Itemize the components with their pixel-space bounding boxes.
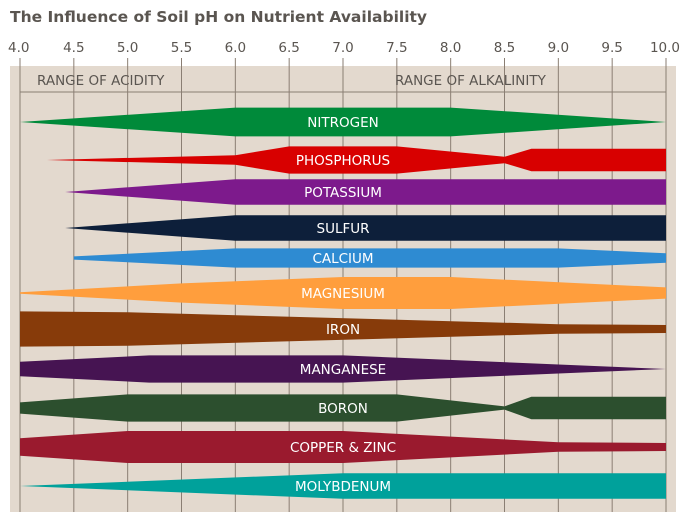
band-label: IRON xyxy=(326,322,360,338)
x-tick-label: 8.5 xyxy=(494,40,515,56)
x-tick-label: 7.5 xyxy=(386,40,407,56)
band-nitrogen xyxy=(20,107,666,137)
x-tick-label: 5.0 xyxy=(117,40,138,56)
x-tick-label: 4.5 xyxy=(63,40,84,56)
band-molybdenum xyxy=(20,473,666,499)
x-tick-label: 6.0 xyxy=(225,40,246,56)
band-label: MANGANESE xyxy=(300,362,386,378)
band-potassium xyxy=(65,179,667,205)
x-tick-label: 6.5 xyxy=(278,40,299,56)
band-label: MAGNESIUM xyxy=(301,286,385,302)
x-tick-label: 7.0 xyxy=(332,40,353,56)
band-magnesium xyxy=(20,277,666,309)
band-label: MOLYBDENUM xyxy=(295,479,391,495)
band-calcium xyxy=(73,248,667,268)
band-label: BORON xyxy=(318,401,368,417)
band-label: POTASSIUM xyxy=(304,185,382,201)
range-of-acidity-label: RANGE OF ACIDITY xyxy=(37,73,165,89)
band-label: NITROGEN xyxy=(307,115,378,131)
x-tick-label: 9.0 xyxy=(548,40,569,56)
band-boron xyxy=(20,394,666,422)
range-of-alkalinity-label: RANGE OF ALKALINITY xyxy=(395,73,547,89)
band-label: COPPER & ZINC xyxy=(290,440,396,456)
x-tick-label: 4.0 xyxy=(8,40,29,56)
band-label: SULFUR xyxy=(317,221,370,237)
x-tick-label: 9.5 xyxy=(601,40,622,56)
chart-title: The Influence of Soil pH on Nutrient Ava… xyxy=(10,8,427,26)
band-iron xyxy=(20,311,666,347)
x-tick-label: 10.0 xyxy=(650,40,680,56)
x-tick-label: 5.5 xyxy=(171,40,192,56)
band-label: CALCIUM xyxy=(312,251,373,267)
band-sulfur xyxy=(65,215,667,241)
band-manganese xyxy=(20,355,666,383)
band-copper-zinc xyxy=(20,431,666,463)
band-label: PHOSPHORUS xyxy=(296,153,390,169)
x-tick-label: 8.0 xyxy=(440,40,461,56)
band-phosphorus xyxy=(46,146,666,174)
